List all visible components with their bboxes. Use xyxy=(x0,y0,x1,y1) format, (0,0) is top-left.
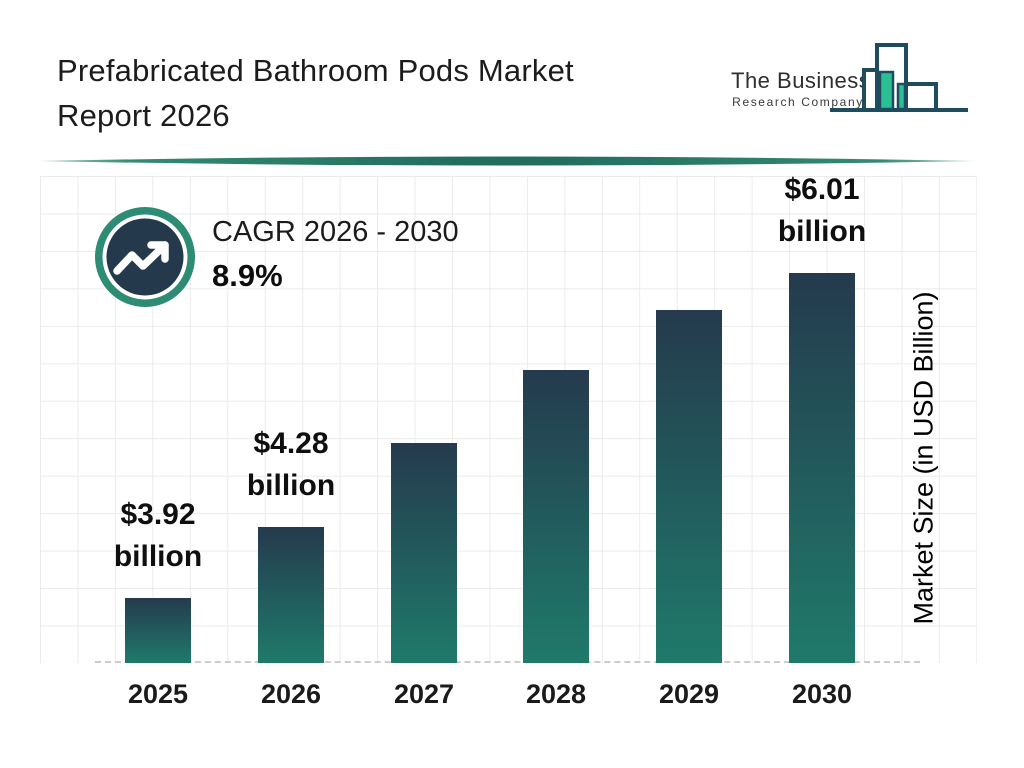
divider-swoosh xyxy=(38,156,975,166)
bar-2026 xyxy=(258,527,324,663)
trending-up-badge-icon xyxy=(95,207,195,307)
value-unit: billion xyxy=(113,540,203,573)
company-subtitle: Research Company xyxy=(732,95,864,109)
company-logo: The Business Research Company xyxy=(731,42,976,118)
page-title-line2: Report 2026 xyxy=(57,98,230,133)
company-name: The Business xyxy=(731,68,871,93)
bar-2028 xyxy=(523,370,589,663)
trending-up-icon xyxy=(113,241,169,275)
value-label-2025: $3.92 billion xyxy=(78,494,238,578)
value-label-2030: $6.01 billion xyxy=(742,169,902,253)
logo-skyline-icon xyxy=(830,43,968,112)
chart-baseline xyxy=(95,661,920,663)
y-axis-label: Market Size (in USD Billion) xyxy=(908,291,939,625)
cagr-block: CAGR 2026 - 2030 8.9% xyxy=(93,205,459,309)
bar-2029 xyxy=(656,310,722,663)
bar-2025 xyxy=(125,598,191,663)
value-unit: billion xyxy=(246,469,336,502)
value-amount: $3.92 xyxy=(120,498,196,531)
x-axis-label-2030: 2030 xyxy=(791,679,853,709)
value-amount: $6.01 xyxy=(784,173,860,206)
bar-2030 xyxy=(789,273,855,663)
x-axis-label-2028: 2028 xyxy=(525,679,587,709)
bar-2027 xyxy=(391,443,457,663)
company-logo-text: The Business Research Company xyxy=(731,68,871,109)
x-axis-label-2029: 2029 xyxy=(658,679,720,709)
x-axis-label-2025: 2025 xyxy=(127,679,189,709)
page-title: Prefabricated Bathroom Pods Market Repor… xyxy=(57,48,574,138)
page-title-line1: Prefabricated Bathroom Pods Market xyxy=(57,53,574,88)
cagr-value: 8.9% xyxy=(212,258,283,293)
x-axis-label-2027: 2027 xyxy=(393,679,455,709)
value-amount: $4.28 xyxy=(253,427,329,460)
value-unit: billion xyxy=(777,215,867,248)
cagr-label: CAGR 2026 - 2030 xyxy=(212,216,459,248)
value-label-2026: $4.28 billion xyxy=(211,423,371,507)
x-axis-label-2026: 2026 xyxy=(260,679,322,709)
cagr-texts: CAGR 2026 - 2030 8.9% xyxy=(212,205,459,296)
